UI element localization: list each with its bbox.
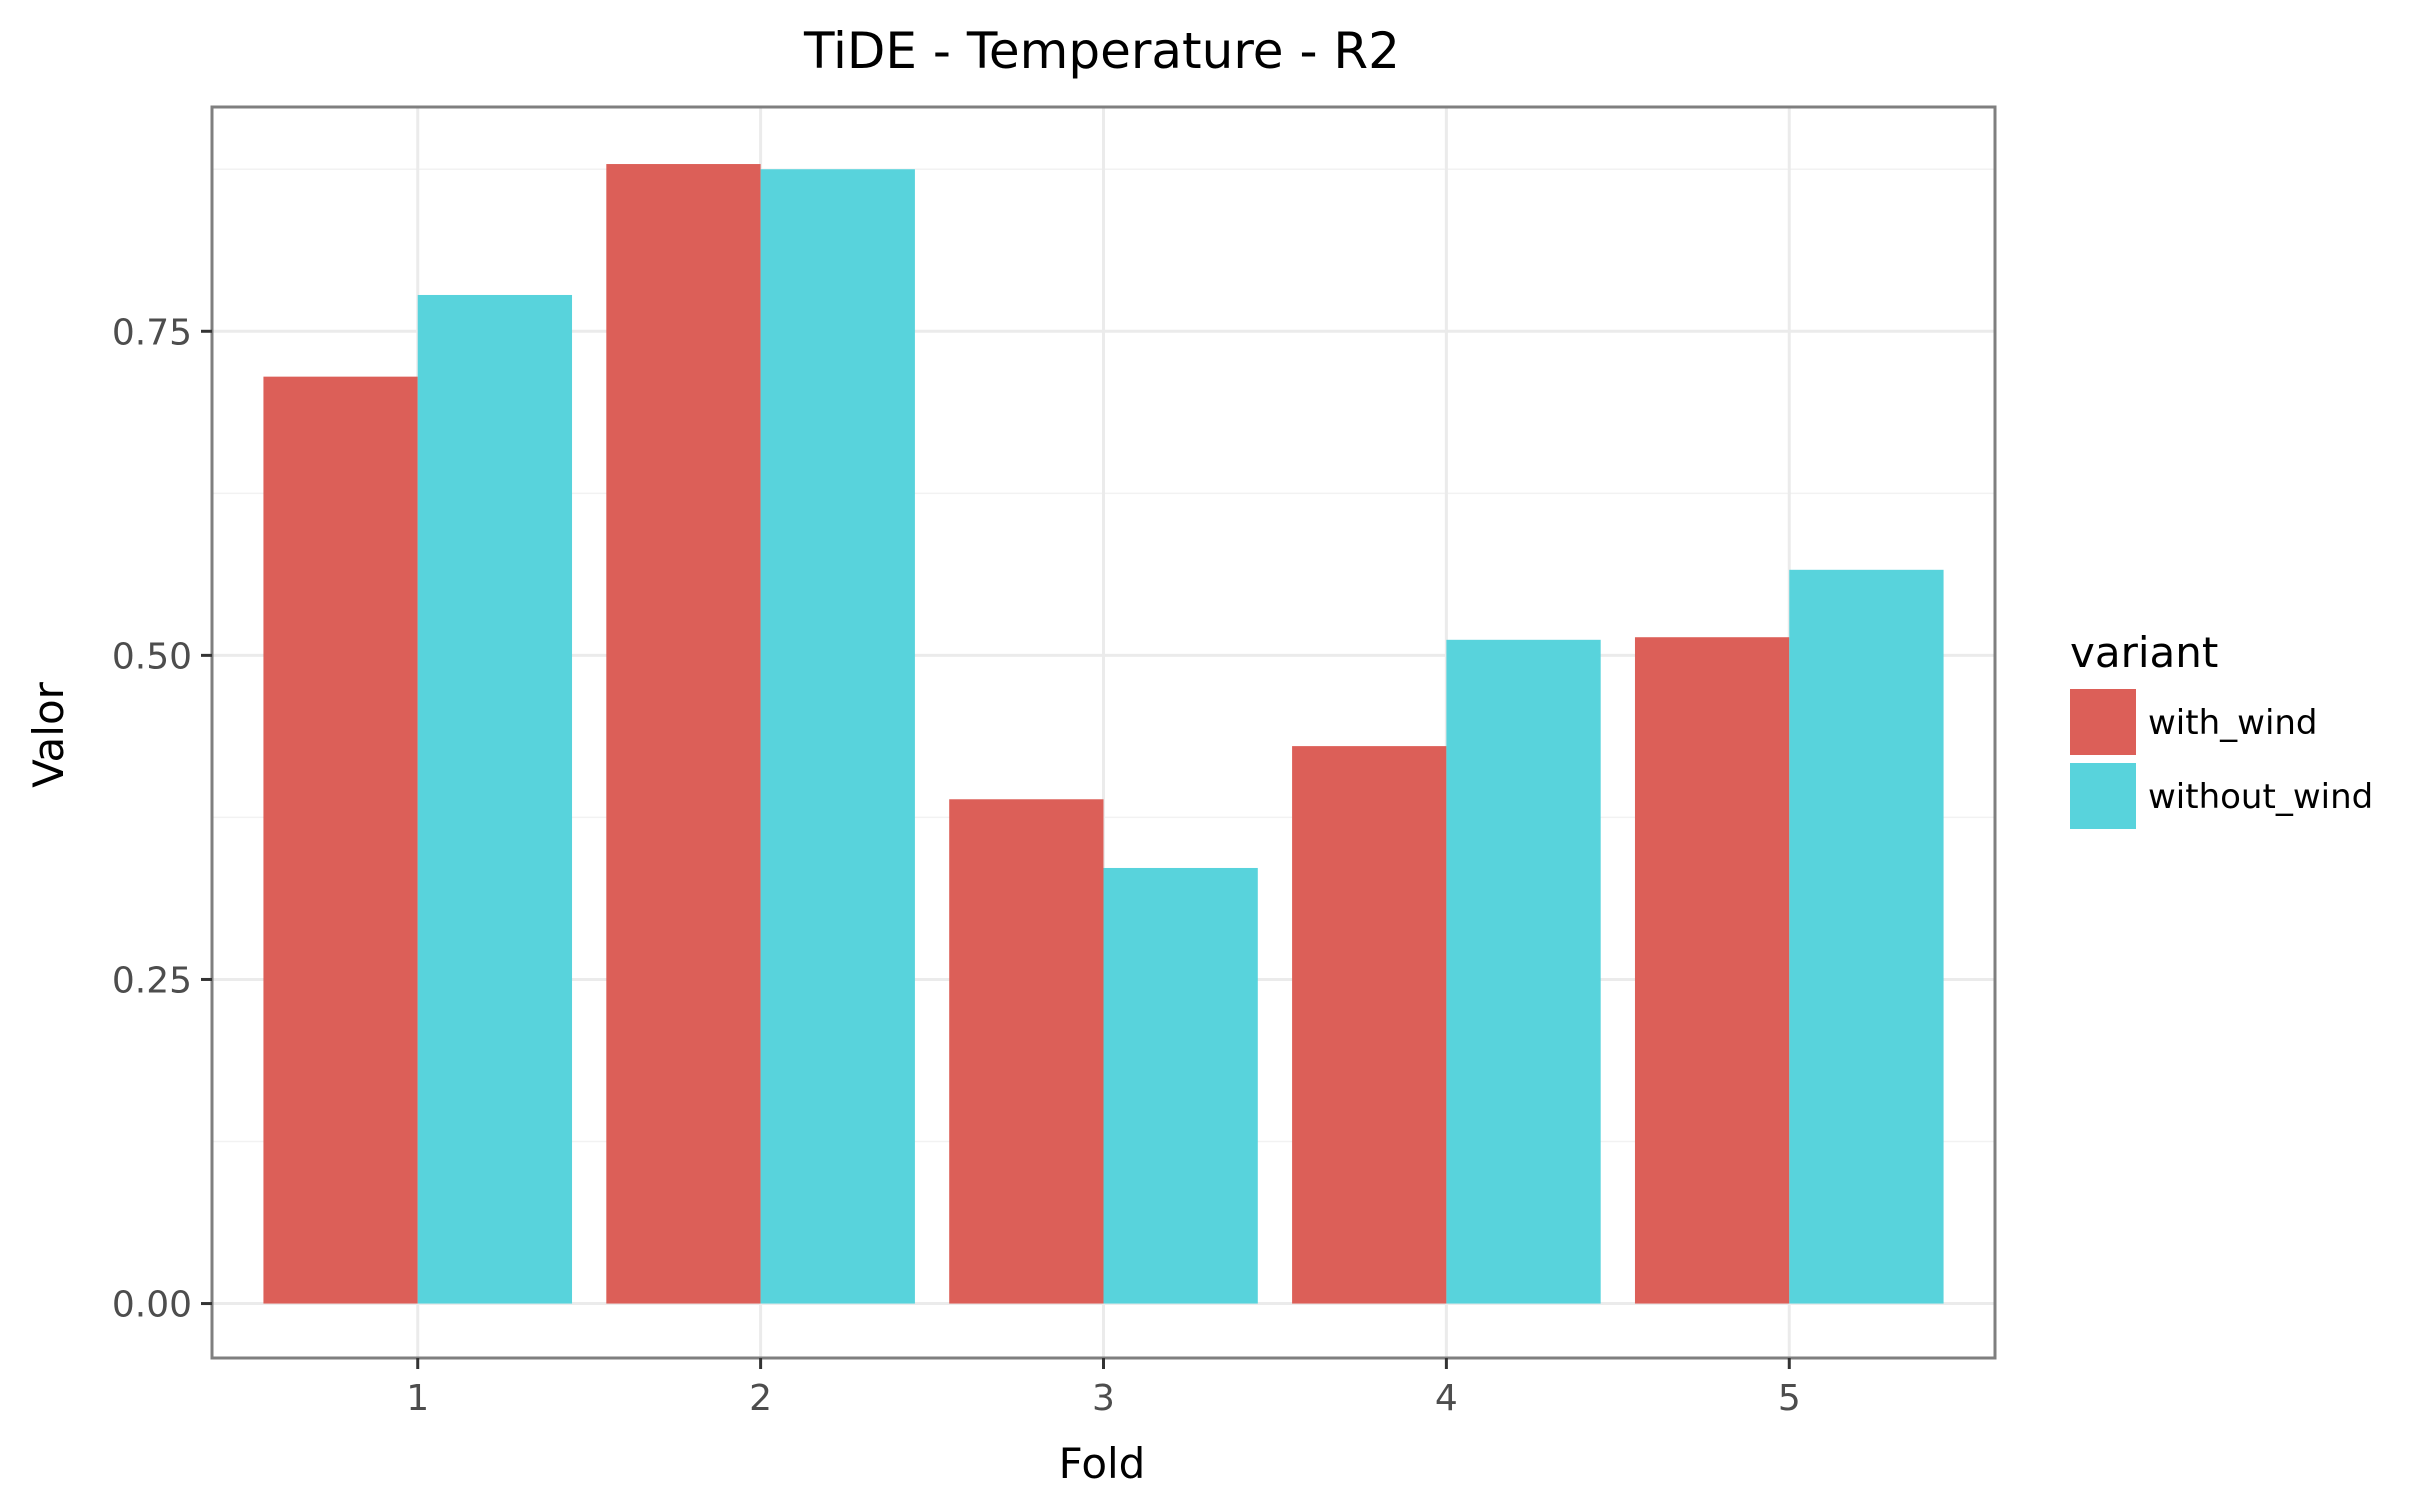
bar-without_wind-fold-3 [1103,867,1258,1304]
bar-without_wind-fold-2 [760,169,915,1304]
chart-title: TiDE - Temperature - R2 [803,22,1400,80]
x-tick-label: 2 [749,1378,772,1419]
x-tick-label: 5 [1778,1378,1801,1419]
legend-key-with_wind [2070,689,2136,755]
legend-title: variant [2070,628,2218,677]
x-tick-label: 1 [406,1378,429,1419]
y-tick-label: 0.00 [112,1285,192,1326]
legend-label-without_wind: without_wind [2148,777,2373,817]
x-axis-ticks: 1 2 3 4 5 [406,1358,1801,1419]
x-axis-title: Fold [1059,1439,1146,1488]
bar-with_wind-fold-4 [1292,746,1447,1304]
legend-label-with_wind: with_wind [2148,703,2318,743]
bar-with_wind-fold-2 [606,164,761,1304]
bar-with_wind-fold-1 [263,376,418,1304]
bar-without_wind-fold-1 [417,294,573,1304]
x-tick-label: 4 [1435,1378,1458,1419]
y-axis-title: Valor [24,681,73,788]
bar-with_wind-fold-3 [949,799,1104,1304]
bar-without_wind-fold-5 [1789,569,1944,1304]
legend: variant with_wind without_wind [2070,628,2373,829]
y-tick-label: 0.75 [112,312,192,353]
legend-key-without_wind [2070,763,2136,829]
x-tick-label: 3 [1092,1378,1115,1419]
y-tick-label: 0.50 [112,636,192,677]
y-tick-label: 0.25 [112,960,192,1001]
bars [263,164,1944,1304]
y-axis-ticks: 0.00 0.25 0.50 0.75 [112,312,212,1326]
bar-with_wind-fold-5 [1634,637,1790,1304]
bar-without_wind-fold-4 [1446,639,1601,1304]
